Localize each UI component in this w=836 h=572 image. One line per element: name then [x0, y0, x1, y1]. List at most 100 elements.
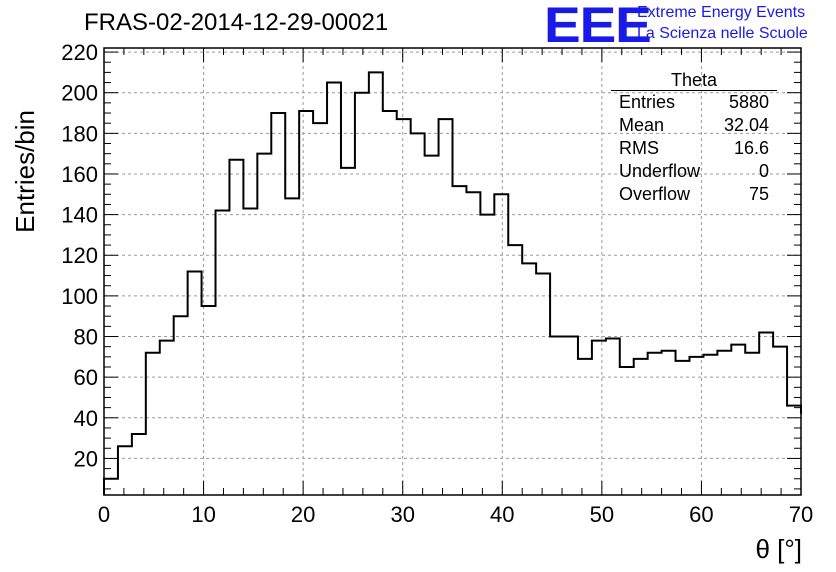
stats-value: 32.04: [723, 115, 769, 135]
histogram-bin: [536, 274, 550, 495]
histogram-bin: [341, 168, 355, 495]
y-tick-label: 200: [61, 81, 98, 106]
histogram-bin: [118, 446, 132, 495]
histogram-bin: [104, 479, 118, 495]
histogram-bin: [355, 93, 369, 495]
histogram-bin: [759, 332, 773, 495]
histogram-bin: [620, 367, 634, 495]
histogram-bin: [689, 357, 703, 495]
ticks-layer: [103, 48, 802, 495]
stats-label: Overflow: [619, 184, 691, 204]
run-title: FRAS-02-2014-12-29-00021: [84, 9, 389, 36]
histogram-bin: [243, 209, 257, 495]
histogram-bin: [383, 111, 397, 495]
stats-row-entries: Entries 5880: [611, 91, 777, 114]
stats-title: Theta: [611, 70, 777, 91]
histogram-bin: [313, 123, 327, 495]
histogram-bin: [327, 83, 341, 495]
stats-value: 5880: [728, 92, 769, 112]
histogram-bin: [648, 353, 662, 495]
histogram-bin: [731, 345, 745, 495]
histogram-bin: [188, 272, 202, 496]
histogram-bin: [439, 119, 453, 495]
histogram-bin: [564, 337, 578, 495]
histogram-bin: [202, 306, 216, 495]
histogram-bin: [299, 111, 313, 495]
stats-label: RMS: [619, 138, 659, 158]
histogram-bin: [466, 192, 480, 495]
y-axis-label: Entries/bin: [10, 110, 40, 233]
x-tick-label: 60: [689, 502, 713, 527]
y-tick-label: 100: [61, 284, 98, 309]
histogram-bin: [787, 406, 801, 495]
histogram-outline: [103, 71, 802, 495]
histogram-layer: [103, 71, 802, 496]
histogram-bin: [411, 133, 425, 495]
histogram-bin: [397, 119, 411, 495]
axes-layer: [103, 47, 802, 496]
stats-label: Underflow: [619, 161, 701, 181]
x-tick-label: 20: [291, 502, 315, 527]
stats-value: 16.6: [733, 138, 769, 158]
histogram-bin: [146, 353, 160, 495]
stats-value: 0: [758, 161, 769, 181]
y-tick-label: 120: [61, 243, 98, 268]
y-tick-label: 60: [74, 365, 98, 390]
stats-row-mean: Mean 32.04: [611, 114, 777, 137]
plot-frame: [103, 47, 802, 496]
histogram-bin: [662, 351, 676, 495]
histogram-bin: [676, 361, 690, 495]
histogram-bin: [522, 263, 536, 495]
histogram-bin: [703, 355, 717, 495]
histogram-bin: [606, 339, 620, 495]
histogram-bin: [453, 186, 467, 495]
y-tick-label: 220: [61, 40, 98, 65]
y-axis-label-wrap: Entries/bin: [10, 110, 40, 290]
tick-labels-layer: 0 10 20 30 40 50 60 70 20 40 60 80 100 120 140 160 180 20…: [61, 40, 813, 527]
x-tick-label: 50: [590, 502, 614, 527]
histogram-bin: [578, 359, 592, 495]
y-tick-label: 140: [61, 203, 98, 228]
x-tick-label: 0: [98, 502, 110, 527]
x-axis-label: θ [°]: [755, 534, 802, 564]
histogram-bin: [508, 245, 522, 495]
logo-line-2: La Scienza nelle Scuole: [637, 25, 808, 42]
histogram-bin: [160, 341, 174, 495]
logo-line-1: Extreme Energy Events: [637, 4, 806, 21]
y-tick-label: 180: [61, 121, 98, 146]
histogram-bin: [550, 337, 564, 495]
histogram-bin: [174, 316, 188, 495]
y-tick-label: 20: [74, 446, 98, 471]
histogram-bin: [216, 211, 230, 495]
histogram-bin: [634, 359, 648, 495]
histogram-bin: [369, 72, 383, 495]
x-tick-label: 30: [390, 502, 414, 527]
histogram-bin: [494, 194, 508, 495]
histogram-bin: [132, 434, 146, 495]
stats-row-rms: RMS 16.6: [611, 137, 777, 160]
histogram-bin: [425, 156, 439, 495]
y-tick-label: 160: [61, 162, 98, 187]
histogram-bin: [773, 347, 787, 495]
x-tick-label: 10: [191, 502, 215, 527]
histogram-bin: [745, 353, 759, 495]
histogram-bin: [592, 341, 606, 495]
histogram-bin: [257, 154, 271, 495]
stats-row-overflow: Overflow 75: [611, 183, 777, 206]
stats-row-underflow: Underflow 0: [611, 160, 777, 183]
eee-logo: EEE: [544, 0, 652, 53]
stats-label: Mean: [619, 115, 665, 135]
histogram-bin: [480, 215, 494, 495]
x-tick-label: 70: [789, 502, 813, 527]
stats-box: Theta Entries 5880 Mean 32.04 RMS 16.6 U…: [611, 70, 777, 206]
histogram-bin: [285, 198, 299, 495]
x-tick-label: 40: [490, 502, 514, 527]
stats-label: Entries: [619, 92, 676, 112]
histogram-bin: [229, 160, 243, 495]
histogram-bin: [271, 113, 285, 495]
stats-value: 75: [748, 184, 769, 204]
y-tick-label: 80: [74, 325, 98, 350]
histogram-bin: [717, 351, 731, 495]
y-tick-label: 40: [74, 406, 98, 431]
